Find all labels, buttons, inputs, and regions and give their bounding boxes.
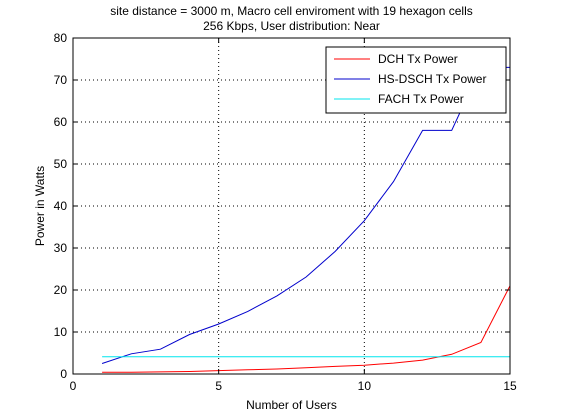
series-line-0	[102, 285, 511, 373]
y-tick-label: 50	[54, 157, 68, 171]
y-tick-label: 70	[54, 73, 68, 87]
legend: DCH Tx Power HS-DSCH Tx Power FACH Tx Powe…	[325, 46, 507, 114]
x-axis-label: Number of Users	[246, 398, 337, 412]
legend-label: HS-DSCH Tx Power	[378, 72, 486, 86]
legend-box	[325, 46, 507, 114]
y-tick-label: 10	[54, 325, 68, 339]
y-axis-label: Power in Watts	[33, 166, 47, 246]
chart-title-line-2: 256 Kbps, User distribution: Near	[203, 19, 380, 33]
y-tick-label: 20	[54, 283, 68, 297]
y-tick-label: 40	[54, 199, 68, 213]
y-tick-label: 0	[60, 367, 67, 381]
series-line-1	[101, 66, 510, 364]
series-lines	[101, 66, 511, 373]
y-tick-label: 60	[54, 115, 68, 129]
legend-label: FACH Tx Power	[378, 92, 464, 106]
x-tick-label: 10	[358, 379, 372, 393]
y-tick-label: 80	[54, 31, 68, 45]
legend-items: DCH Tx Power HS-DSCH Tx Power FACH Tx Powe…	[334, 52, 486, 106]
x-tick-label: 5	[215, 379, 222, 393]
x-tick-label: 15	[503, 379, 517, 393]
axis-ticks: 0 5 10 15 0 10 20 30 40 50 60 70 80	[54, 31, 517, 393]
x-tick-label: 0	[70, 379, 77, 393]
y-tick-label: 30	[54, 241, 68, 255]
chart-title-line-1: site distance = 3000 m, Macro cell envir…	[110, 4, 473, 18]
legend-label: DCH Tx Power	[378, 52, 458, 66]
